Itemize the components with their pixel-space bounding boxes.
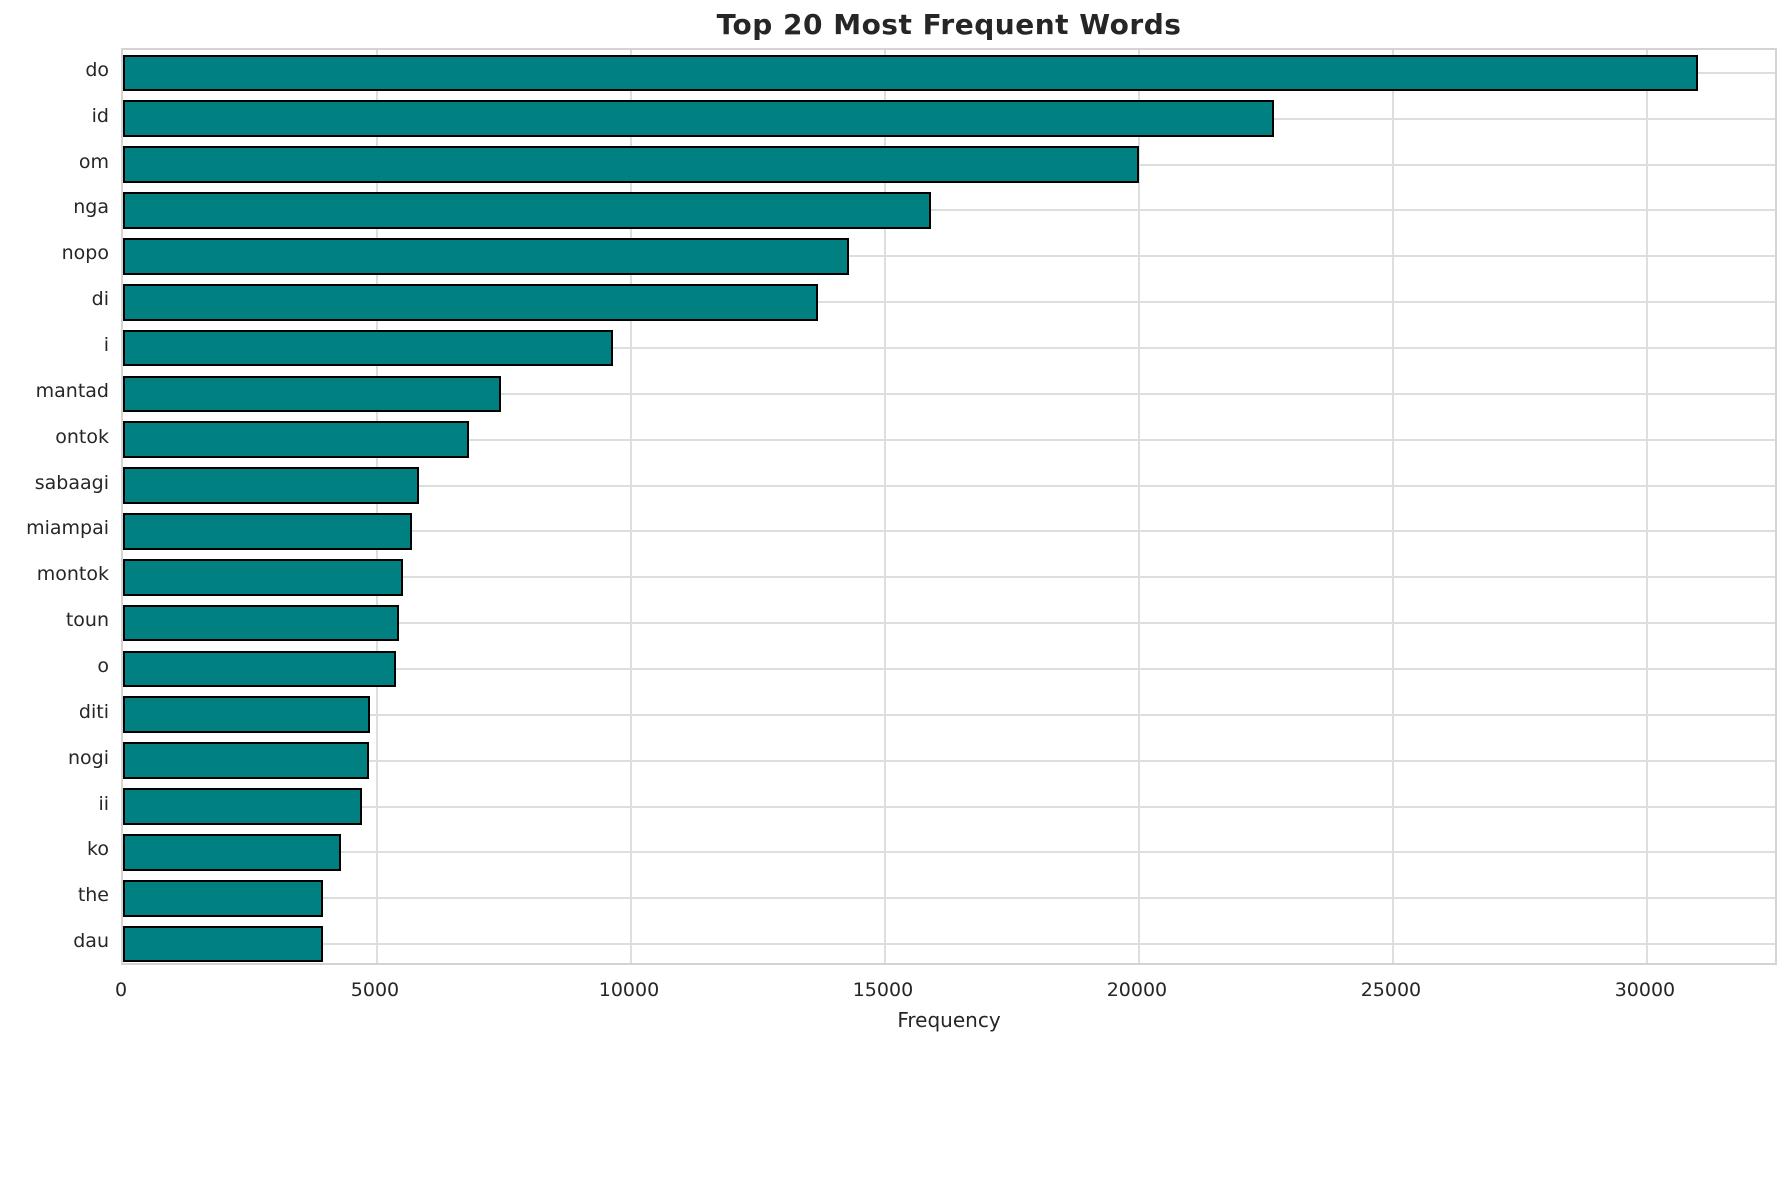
- horizontal-gridline: [123, 759, 1775, 762]
- y-tick-label-di: di: [91, 288, 109, 311]
- bar-ko: [123, 834, 342, 871]
- bar-toun: [123, 604, 400, 642]
- horizontal-gridline: [123, 209, 1775, 212]
- y-tick-label-ii: ii: [98, 792, 109, 815]
- horizontal-gridline: [123, 530, 1775, 533]
- bar-id: [123, 100, 1274, 138]
- horizontal-gridline: [123, 255, 1775, 258]
- horizontal-gridline: [123, 347, 1775, 350]
- horizontal-gridline: [123, 851, 1775, 854]
- horizontal-gridline: [123, 713, 1775, 716]
- vertical-gridline: [1137, 50, 1140, 963]
- horizontal-gridline: [123, 622, 1775, 625]
- bar-miampai: [123, 513, 413, 550]
- y-tick-label-i: i: [103, 334, 109, 357]
- bar-dau: [123, 925, 323, 963]
- horizontal-gridline: [123, 667, 1775, 670]
- y-tick-label-do: do: [85, 58, 109, 81]
- bar-mantad: [123, 375, 502, 413]
- horizontal-gridline: [123, 392, 1775, 395]
- x-tick-label-10000: 10000: [598, 979, 660, 1001]
- y-tick-label-id: id: [91, 104, 109, 127]
- bar-the: [123, 879, 324, 917]
- y-tick-label-ko: ko: [87, 838, 109, 861]
- horizontal-gridline: [123, 576, 1775, 579]
- y-tick-label-miampai: miampai: [26, 517, 109, 540]
- bar-diti: [123, 696, 371, 734]
- bar-nogi: [123, 742, 369, 779]
- vertical-gridline: [375, 50, 378, 963]
- plot-area: [121, 48, 1777, 965]
- horizontal-gridline: [123, 484, 1775, 487]
- vertical-gridline: [629, 50, 632, 963]
- y-tick-label-nogi: nogi: [67, 746, 109, 769]
- x-axis-title: Frequency: [897, 1008, 1001, 1032]
- bar-o: [123, 650, 396, 688]
- y-tick-label-diti: diti: [78, 700, 109, 723]
- bar-nga: [123, 192, 931, 229]
- bar-ontok: [123, 421, 469, 459]
- y-tick-label-sabaagi: sabaagi: [34, 471, 109, 494]
- horizontal-gridline: [123, 897, 1775, 900]
- horizontal-gridline: [123, 438, 1775, 441]
- horizontal-gridline: [123, 805, 1775, 808]
- x-tick-label-30000: 30000: [1614, 979, 1676, 1001]
- y-tick-label-nopo: nopo: [61, 242, 109, 265]
- y-tick-label-the: the: [77, 884, 109, 907]
- bar-om: [123, 146, 1139, 183]
- y-tick-label-ontok: ontok: [55, 425, 109, 448]
- y-tick-label-mantad: mantad: [35, 379, 109, 402]
- bar-di: [123, 283, 819, 321]
- y-tick-label-montok: montok: [36, 563, 109, 586]
- y-tick-label-om: om: [78, 150, 109, 173]
- x-tick-label-20000: 20000: [1106, 979, 1168, 1001]
- x-tick-label-15000: 15000: [852, 979, 914, 1001]
- vertical-gridline: [883, 50, 886, 963]
- y-tick-label-dau: dau: [73, 930, 109, 953]
- bar-ii: [123, 788, 363, 825]
- bar-sabaagi: [123, 467, 420, 504]
- x-tick-label-5000: 5000: [350, 979, 400, 1001]
- chart-title: Top 20 Most Frequent Words: [716, 8, 1182, 41]
- bar-do: [123, 54, 1698, 92]
- vertical-gridline: [1645, 50, 1648, 963]
- y-tick-label-o: o: [97, 654, 109, 677]
- vertical-gridline: [1391, 50, 1394, 963]
- x-tick-label-0: 0: [114, 979, 128, 1001]
- bar-nopo: [123, 237, 849, 275]
- horizontal-gridline: [123, 301, 1775, 304]
- x-tick-label-25000: 25000: [1360, 979, 1422, 1001]
- bar-montok: [123, 558, 404, 596]
- horizontal-gridline: [123, 943, 1775, 946]
- y-tick-label-nga: nga: [73, 196, 109, 219]
- bar-i: [123, 329, 613, 367]
- y-tick-label-toun: toun: [65, 609, 109, 632]
